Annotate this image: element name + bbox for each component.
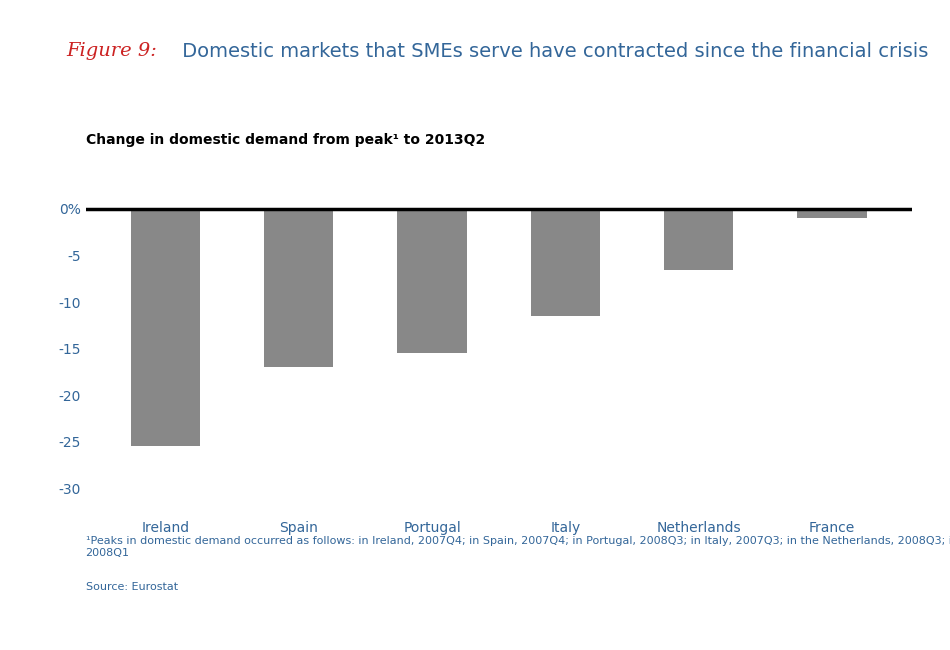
Bar (264, 209, 333, 367)
Bar (397, 209, 466, 354)
Text: Figure 9:: Figure 9: (66, 42, 158, 60)
Bar (797, 209, 866, 218)
Text: Change in domestic demand from peak¹ to 2013Q2: Change in domestic demand from peak¹ to … (86, 133, 485, 148)
Bar (131, 209, 200, 447)
Text: Source: Eurostat: Source: Eurostat (86, 582, 178, 592)
Bar (531, 209, 600, 316)
Text: ¹Peaks in domestic demand occurred as follows: in Ireland, 2007Q4; in Spain, 200: ¹Peaks in domestic demand occurred as fo… (86, 536, 950, 558)
Text: Domestic markets that SMEs serve have contracted since the financial crisis: Domestic markets that SMEs serve have co… (176, 42, 928, 61)
Bar (664, 209, 733, 270)
